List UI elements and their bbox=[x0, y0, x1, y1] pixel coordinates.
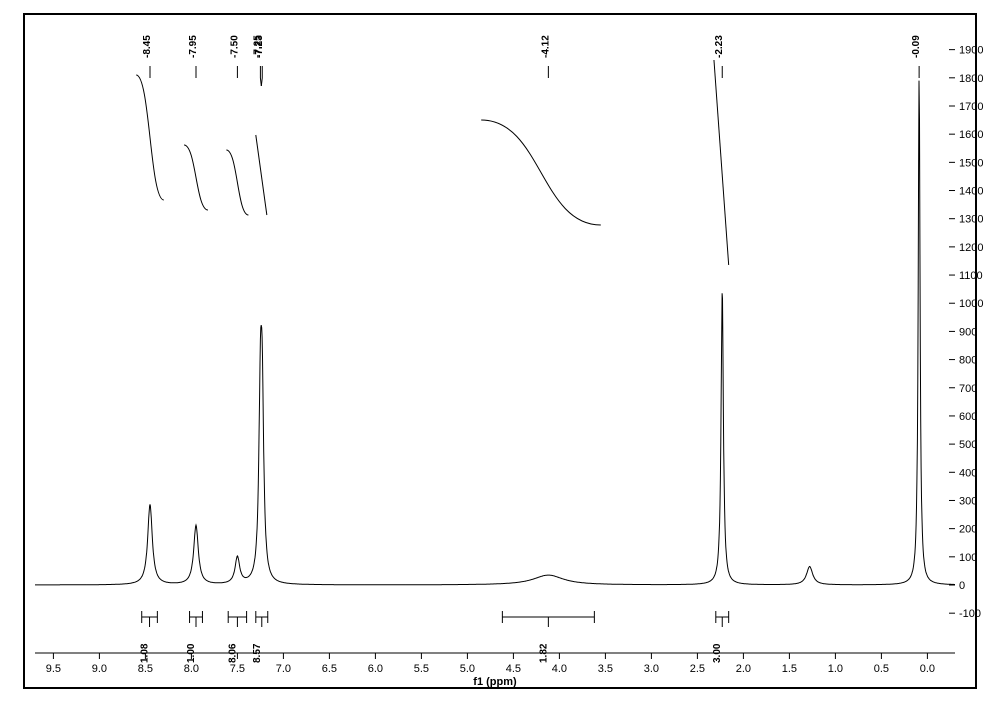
svg-text:6.0: 6.0 bbox=[368, 663, 383, 675]
svg-text:5.5: 5.5 bbox=[414, 663, 429, 675]
svg-text:-7.95: -7.95 bbox=[188, 35, 199, 58]
svg-text:-7.50: -7.50 bbox=[229, 35, 240, 58]
spectrum-trace bbox=[35, 81, 955, 585]
peak-label: -2.23 bbox=[714, 35, 725, 78]
integral-curve bbox=[481, 120, 601, 225]
peak-label: -8.45 bbox=[142, 35, 153, 78]
svg-text:-100: -100 bbox=[959, 608, 981, 620]
integration-marker: 3.00 bbox=[712, 611, 728, 663]
svg-text:0.0: 0.0 bbox=[920, 663, 935, 675]
integral-curve bbox=[136, 75, 164, 200]
x-axis-label: f1 (ppm) bbox=[473, 676, 517, 688]
svg-text:0.5: 0.5 bbox=[874, 663, 889, 675]
svg-text:1600: 1600 bbox=[959, 129, 983, 141]
svg-text:1.5: 1.5 bbox=[782, 663, 797, 675]
svg-text:1.0: 1.0 bbox=[828, 663, 843, 675]
integral-curve bbox=[184, 145, 208, 210]
peak-label: -7.50 bbox=[229, 35, 240, 78]
integration-marker: 1.82 bbox=[502, 611, 594, 663]
peak-label: -7.95 bbox=[188, 35, 199, 78]
integral-curve bbox=[256, 135, 267, 215]
svg-text:-7.23: -7.23 bbox=[254, 35, 265, 58]
svg-text:200: 200 bbox=[959, 524, 977, 536]
integration-marker: 1.00 bbox=[186, 611, 202, 663]
svg-text:4.5: 4.5 bbox=[506, 663, 521, 675]
svg-text:1700: 1700 bbox=[959, 101, 983, 113]
svg-text:300: 300 bbox=[959, 495, 977, 507]
peak-label: -7.23 bbox=[254, 35, 265, 78]
svg-text:1300: 1300 bbox=[959, 214, 983, 226]
svg-text:0: 0 bbox=[959, 580, 965, 592]
svg-text:8.5: 8.5 bbox=[138, 663, 153, 675]
svg-text:3.0: 3.0 bbox=[644, 663, 659, 675]
svg-text:1400: 1400 bbox=[959, 186, 983, 198]
svg-text:6.5: 6.5 bbox=[322, 663, 337, 675]
integration-marker: 8.06 bbox=[227, 611, 246, 663]
integration-marker: 1.08 bbox=[140, 611, 158, 663]
svg-text:5.0: 5.0 bbox=[460, 663, 475, 675]
svg-text:700: 700 bbox=[959, 383, 977, 395]
svg-text:4.0: 4.0 bbox=[552, 663, 567, 675]
svg-text:500: 500 bbox=[959, 439, 977, 451]
svg-text:-4.12: -4.12 bbox=[540, 35, 551, 58]
x-axis: 9.5 9.0 8.5 8.0 7.5 7.0 6.5 6.0 5.5 5.0 4.5 4.0 3.5 3… bbox=[46, 653, 935, 675]
svg-text:2.5: 2.5 bbox=[690, 663, 705, 675]
svg-text:100: 100 bbox=[959, 552, 977, 564]
integral-curve bbox=[226, 150, 248, 215]
svg-text:9.0: 9.0 bbox=[92, 663, 107, 675]
svg-text:1900: 1900 bbox=[959, 45, 983, 57]
svg-text:2.0: 2.0 bbox=[736, 663, 751, 675]
svg-text:-2.23: -2.23 bbox=[714, 35, 725, 58]
peak-label: -0.09 bbox=[911, 35, 922, 78]
svg-text:9.5: 9.5 bbox=[46, 663, 61, 675]
svg-text:1800: 1800 bbox=[959, 73, 983, 85]
integral-curve bbox=[714, 60, 729, 265]
svg-text:-8.45: -8.45 bbox=[142, 35, 153, 58]
integration-marker: 8.57 bbox=[252, 611, 268, 663]
svg-text:600: 600 bbox=[959, 411, 977, 423]
y-axis: -100 0 100 200 300 400 500 600 700 800 900 1000 1100… bbox=[949, 45, 983, 621]
svg-text:900: 900 bbox=[959, 326, 977, 338]
svg-text:-0.09: -0.09 bbox=[911, 35, 922, 58]
svg-text:1000: 1000 bbox=[959, 298, 983, 310]
svg-text:8.0: 8.0 bbox=[184, 663, 199, 675]
peak-label: -4.12 bbox=[540, 35, 551, 78]
svg-text:1500: 1500 bbox=[959, 157, 983, 169]
spectrum-svg: 9.5 9.0 8.5 8.0 7.5 7.0 6.5 6.0 5.5 5.0 4.5 4.0 3.5 3… bbox=[0, 0, 1000, 701]
svg-text:7.0: 7.0 bbox=[276, 663, 291, 675]
svg-text:7.5: 7.5 bbox=[230, 663, 245, 675]
svg-text:400: 400 bbox=[959, 467, 977, 479]
svg-text:3.5: 3.5 bbox=[598, 663, 613, 675]
svg-text:800: 800 bbox=[959, 355, 977, 367]
svg-text:1200: 1200 bbox=[959, 242, 983, 254]
nmr-spectrum-chart: 9.5 9.0 8.5 8.0 7.5 7.0 6.5 6.0 5.5 5.0 4.5 4.0 3.5 3… bbox=[0, 0, 1000, 701]
svg-text:1100: 1100 bbox=[959, 270, 983, 282]
